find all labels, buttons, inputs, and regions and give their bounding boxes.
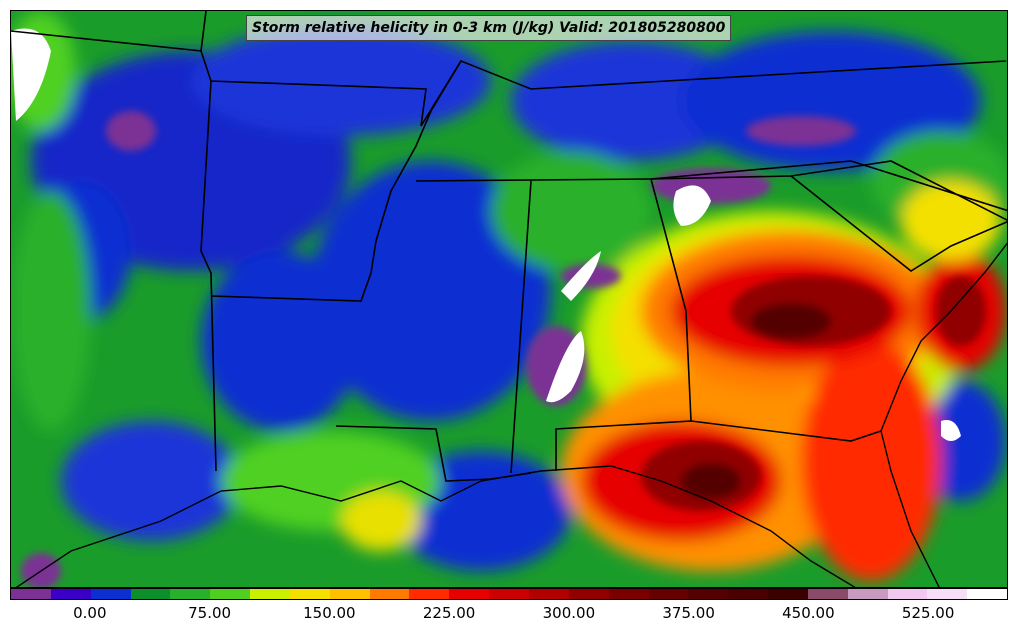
- colorbar-swatch: [210, 589, 251, 599]
- colorbar-swatch: [768, 589, 808, 599]
- colorbar-swatch: [489, 589, 529, 599]
- colorbar-tick-label: 150.00: [303, 604, 356, 622]
- colorbar-tick-label: 0.00: [73, 604, 107, 622]
- colorbar-swatch: [967, 589, 1008, 599]
- colorbar-swatch: [728, 589, 769, 599]
- colorbar-tick-label: 525.00: [901, 604, 955, 622]
- colorbar-swatch: [648, 589, 689, 599]
- coastline: [15, 242, 1007, 587]
- colorbar-swatch: [130, 589, 171, 599]
- colorbar-swatch: [608, 589, 649, 599]
- colorbar-swatch: [90, 589, 131, 599]
- colorbar-swatch: [887, 589, 928, 599]
- map-title: Storm relative helicity in 0-3 km (J/kg)…: [252, 20, 726, 36]
- colorbar-tick-label: 75.00: [188, 604, 232, 622]
- colorbar-swatch: [409, 589, 450, 599]
- colorbar-swatch: [688, 589, 729, 599]
- map-title-box: Storm relative helicity in 0-3 km (J/kg)…: [246, 15, 732, 41]
- colorbar-swatch: [11, 589, 51, 599]
- colorbar-swatch: [807, 589, 848, 599]
- colorbar-swatch: [170, 589, 211, 599]
- colorbar-tick-label: 225.00: [422, 604, 476, 622]
- helicity-map: [11, 11, 1007, 587]
- map-canvas: [10, 10, 1008, 588]
- colorbar: [10, 588, 1008, 600]
- colorbar-tick-label: 300.00: [542, 604, 596, 622]
- colorbar-swatch: [449, 589, 490, 599]
- colorbar-swatch: [568, 589, 609, 599]
- colorbar-tick-label: 450.00: [782, 604, 835, 622]
- colorbar-swatch: [250, 589, 290, 599]
- negative-helicity-cores: [11, 28, 961, 441]
- colorbar-ticks: 0.00 75.00 150.00 225.00 300.00 375.00 450.00 5…: [10, 600, 1008, 630]
- colorbar-swatch: [528, 589, 569, 599]
- colorbar-swatch: [927, 589, 968, 599]
- colorbar-swatch: [50, 589, 91, 599]
- colorbar-swatch: [289, 589, 330, 599]
- colorbar-tick-label: 375.00: [662, 604, 715, 622]
- colorbar-swatch: [329, 589, 370, 599]
- colorbar-swatch: [847, 589, 888, 599]
- colorbar-swatch: [369, 589, 410, 599]
